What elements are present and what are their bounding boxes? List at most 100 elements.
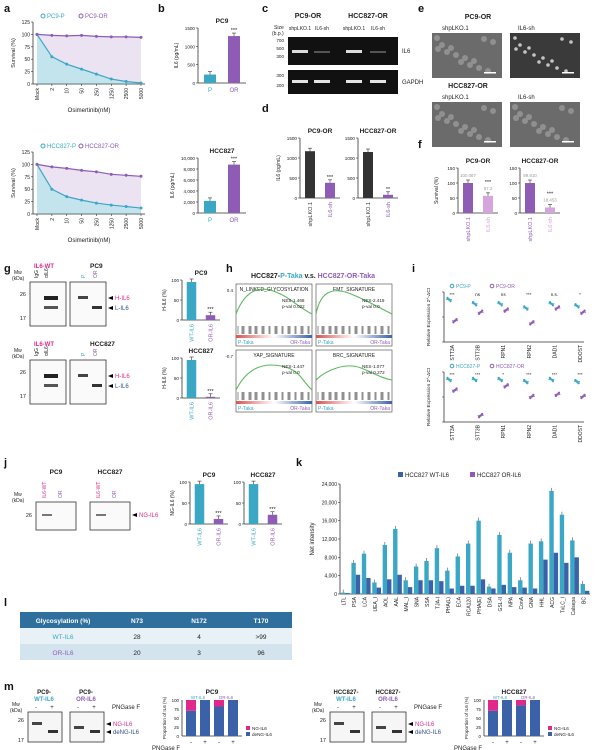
data-point-p: [526, 308, 529, 311]
bar-or-GSL-II: [501, 584, 506, 594]
bar-or-PHA(E): [480, 579, 486, 594]
micrograph-label: shpLKO.1: [442, 95, 469, 101]
cell-spot: [527, 46, 531, 50]
x-tick-label: 250: [94, 88, 100, 97]
panel-letter-a: a: [4, 3, 11, 15]
gsea-title-part: v.s.: [303, 273, 318, 280]
cell-spot: [512, 104, 518, 110]
y-tick-label: 100: [172, 698, 180, 703]
mw-marker: 26: [20, 370, 26, 376]
y-tick-label: 75: [24, 175, 30, 181]
y-tick-label: 150: [447, 166, 455, 171]
point-p: [109, 77, 113, 81]
cell-spot: [448, 114, 454, 120]
category-label: RPN2: [527, 345, 533, 359]
bar-value-label: 100.067: [460, 173, 476, 178]
data-point-p: [526, 381, 529, 385]
blot-image: [89, 501, 131, 531]
bar-OR-IL6: [205, 396, 216, 398]
blot-band: [44, 384, 58, 387]
cell-spot: [453, 121, 459, 127]
category-label: OR-IL6: [217, 528, 223, 546]
y-axis-label: H-IL6 (%): [162, 367, 168, 389]
chart-title: PC9-OR: [308, 128, 333, 135]
table-header-text: N172: [191, 618, 207, 625]
blot-cell-name: HCC827: [98, 469, 123, 476]
group-label: WT-IL6: [191, 695, 206, 700]
cell-spot: [481, 105, 487, 111]
gsea-axis-right: OR-Taka: [290, 340, 310, 346]
arrow-icon: [408, 722, 413, 726]
bar-value-label: 18.453: [543, 197, 557, 202]
pngase-axis-label: PNGase F: [454, 746, 482, 750]
y-tick-label: 0: [176, 318, 179, 323]
point-or: [50, 165, 54, 169]
table-cell-text: 28: [133, 634, 141, 641]
bar-shpLKO.1: [305, 151, 315, 198]
mw-unit-label: (kDa): [312, 708, 325, 714]
y-tick-label: 500: [347, 176, 355, 181]
cell-spot: [458, 128, 464, 134]
point-p: [109, 203, 113, 207]
deng-il6-label: deNG-IL6: [415, 730, 442, 736]
y-tick-label: 25: [24, 200, 30, 206]
gsea-pval: p-val 0.0: [362, 304, 380, 309]
point-p: [139, 206, 143, 210]
cell-spot: [518, 43, 522, 47]
gsea-title-part: P-Taka: [280, 273, 303, 280]
gsea-pval: p-val 0.272: [362, 370, 385, 375]
blot-band: [78, 296, 88, 299]
point-or: [35, 32, 39, 36]
mw-marker: 26: [320, 718, 326, 724]
bar-wt-UEA_I: [372, 582, 377, 594]
enrichment-curve: [235, 288, 313, 315]
cell-spot: [564, 69, 568, 73]
legend-marker-or: [489, 283, 495, 289]
bar-or-HHL: [543, 559, 548, 594]
mw-marker: 17: [320, 738, 326, 744]
cell-spot: [560, 37, 564, 41]
bar-ng-segment: [214, 700, 224, 707]
category-label: OR: [230, 218, 240, 224]
cell-spot: [541, 56, 545, 60]
data-point-p: [449, 299, 452, 303]
bar-deng-segment: [214, 706, 224, 736]
point-or: [65, 166, 69, 170]
cell-spot: [434, 35, 440, 41]
point-p: [124, 80, 128, 84]
bar-wt-ACG: [549, 490, 554, 594]
y-tick-label: 150: [509, 166, 517, 171]
data-point-p: [471, 301, 475, 304]
legend-swatch-wt: [398, 472, 403, 477]
blot-image: [29, 359, 67, 405]
bar-or-PHA(L): [449, 588, 454, 594]
data-point-or: [532, 320, 535, 323]
mw-marker: 17: [20, 316, 26, 322]
category-label: LTL: [342, 597, 348, 605]
lane-header: HCC827-: [375, 690, 400, 696]
wt-label: IL6-WT: [34, 342, 54, 348]
chart-title: HCC827: [189, 348, 214, 355]
arrow-icon: [106, 722, 111, 726]
lane-header: HCC827-: [333, 690, 358, 696]
gel-band: [292, 80, 308, 83]
y-tick-label: 0: [514, 211, 517, 216]
h-il6-label: H-IL6: [115, 296, 130, 302]
category-label: OR: [230, 88, 240, 94]
category-label: DSA: [488, 596, 494, 607]
bar-or-GNA: [532, 588, 538, 594]
y-tick-label: 25: [476, 725, 481, 730]
y-tick-label: 100: [22, 162, 31, 168]
bar-deng-segment: [530, 700, 540, 736]
y-tick-label: 50: [476, 716, 481, 721]
bar-deng-segment: [502, 700, 512, 736]
legend-marker-p: [449, 363, 455, 369]
table-cell-text: 20: [133, 650, 141, 657]
blot-image: [35, 501, 77, 531]
y-tick-label: 100: [171, 356, 179, 361]
table-cell: [106, 644, 168, 660]
bar-WT-IL6: [186, 360, 197, 398]
blot-cell-name: HCC827: [90, 341, 115, 348]
category-label: RPN1: [501, 425, 507, 439]
pngase-sign: +: [533, 740, 537, 746]
